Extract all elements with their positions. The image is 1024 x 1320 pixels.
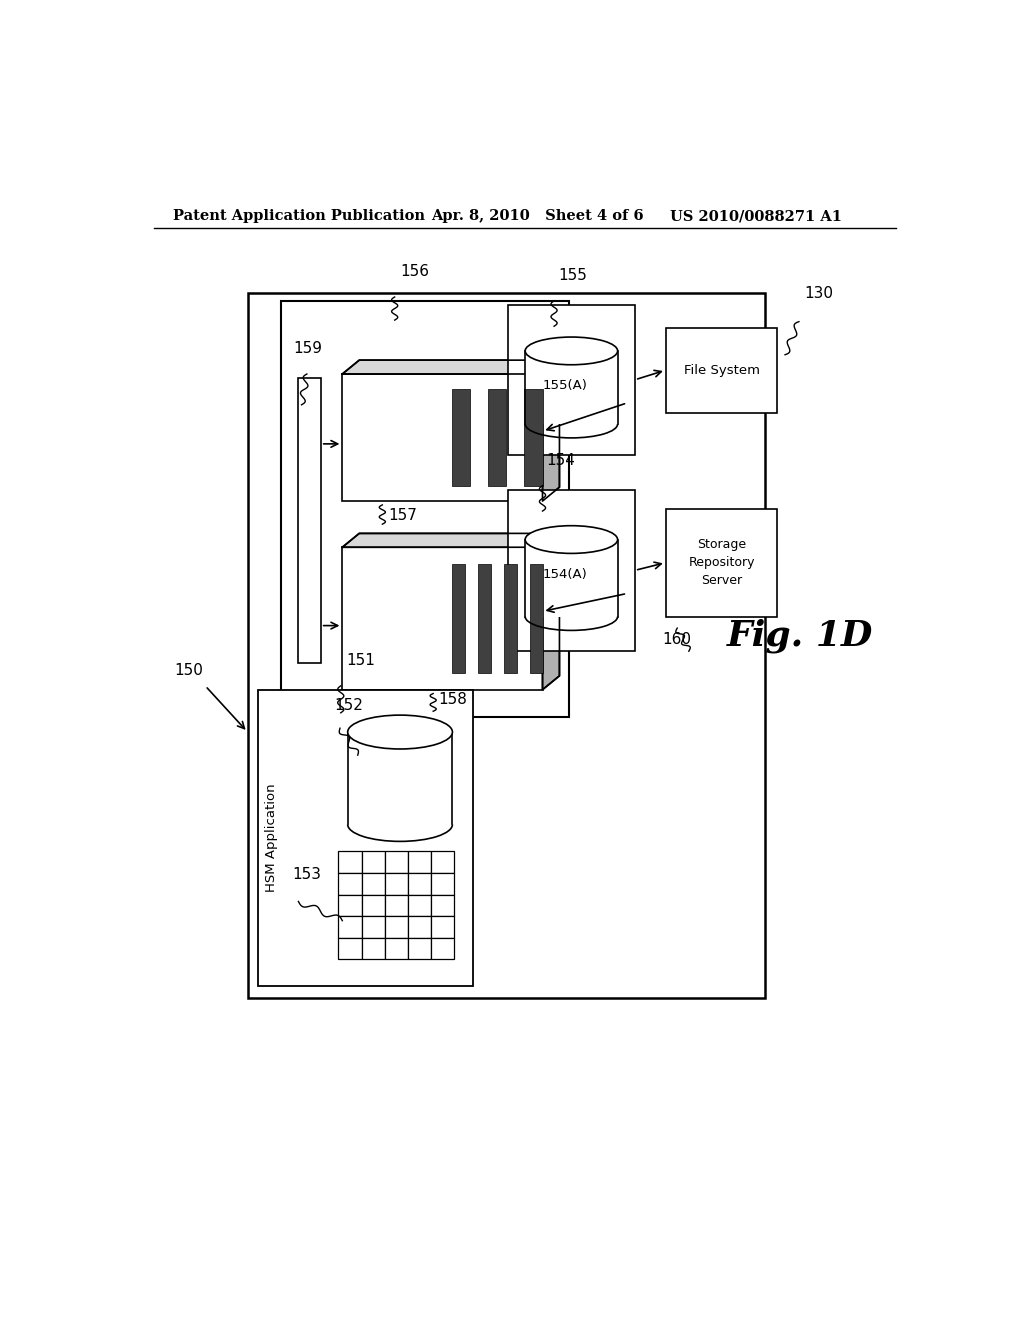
Text: 130: 130	[804, 286, 834, 301]
Text: HSM Application: HSM Application	[265, 784, 278, 892]
Text: 155: 155	[558, 268, 587, 284]
Bar	[666, 327, 777, 412]
Text: 155(A): 155(A)	[543, 379, 588, 392]
Text: Patent Application Publication: Patent Application Publication	[173, 209, 425, 223]
Bar	[385, 873, 408, 895]
Text: 151: 151	[346, 653, 375, 668]
Ellipse shape	[525, 525, 617, 553]
Bar	[453, 565, 465, 673]
Bar	[666, 508, 777, 616]
Bar	[385, 895, 408, 916]
Bar	[488, 389, 507, 486]
Bar	[339, 937, 361, 960]
Bar	[385, 851, 408, 873]
Text: Fig. 1D: Fig. 1D	[727, 619, 873, 653]
Text: 150: 150	[174, 663, 203, 678]
Text: 159: 159	[294, 342, 323, 356]
Bar	[258, 689, 473, 986]
Polygon shape	[342, 360, 559, 374]
Bar	[431, 895, 454, 916]
Text: 156: 156	[400, 264, 429, 280]
Bar	[339, 851, 361, 873]
Bar	[431, 851, 454, 873]
Bar	[508, 490, 635, 651]
Bar	[339, 895, 361, 916]
Bar	[525, 351, 617, 424]
Text: US 2010/0088271 A1: US 2010/0088271 A1	[670, 209, 842, 223]
Bar	[248, 293, 765, 998]
Ellipse shape	[525, 337, 617, 364]
Text: Apr. 8, 2010   Sheet 4 of 6: Apr. 8, 2010 Sheet 4 of 6	[431, 209, 643, 223]
Bar	[408, 916, 431, 937]
Bar	[408, 873, 431, 895]
Bar	[298, 378, 321, 663]
Bar	[339, 916, 361, 937]
Bar	[361, 873, 385, 895]
Bar	[361, 895, 385, 916]
Ellipse shape	[348, 715, 453, 748]
Bar	[385, 916, 408, 937]
Bar	[348, 733, 453, 825]
Polygon shape	[543, 360, 559, 502]
Bar	[408, 895, 431, 916]
Bar	[453, 389, 470, 486]
Text: Storage
Repository
Server: Storage Repository Server	[688, 539, 755, 587]
Bar	[361, 916, 385, 937]
Bar	[508, 305, 635, 455]
Text: 154: 154	[547, 453, 575, 469]
Text: 157: 157	[388, 508, 418, 523]
Text: 153: 153	[292, 867, 322, 882]
Polygon shape	[543, 533, 559, 689]
Bar	[431, 873, 454, 895]
Bar	[431, 937, 454, 960]
Text: 152: 152	[335, 698, 364, 713]
Bar	[431, 916, 454, 937]
Bar	[504, 565, 517, 673]
Bar	[342, 548, 543, 689]
Text: 160: 160	[662, 632, 691, 647]
Polygon shape	[342, 533, 559, 548]
Bar	[339, 873, 361, 895]
Text: 154(A): 154(A)	[543, 568, 588, 581]
Bar	[361, 937, 385, 960]
Bar	[524, 389, 543, 486]
Bar	[525, 540, 617, 616]
Bar	[408, 851, 431, 873]
Bar	[281, 301, 569, 717]
Bar	[529, 565, 543, 673]
Bar	[385, 937, 408, 960]
Bar	[408, 937, 431, 960]
Text: 158: 158	[438, 692, 467, 706]
Bar	[361, 851, 385, 873]
Bar	[478, 565, 492, 673]
Text: File System: File System	[684, 363, 760, 376]
Bar	[342, 374, 543, 502]
